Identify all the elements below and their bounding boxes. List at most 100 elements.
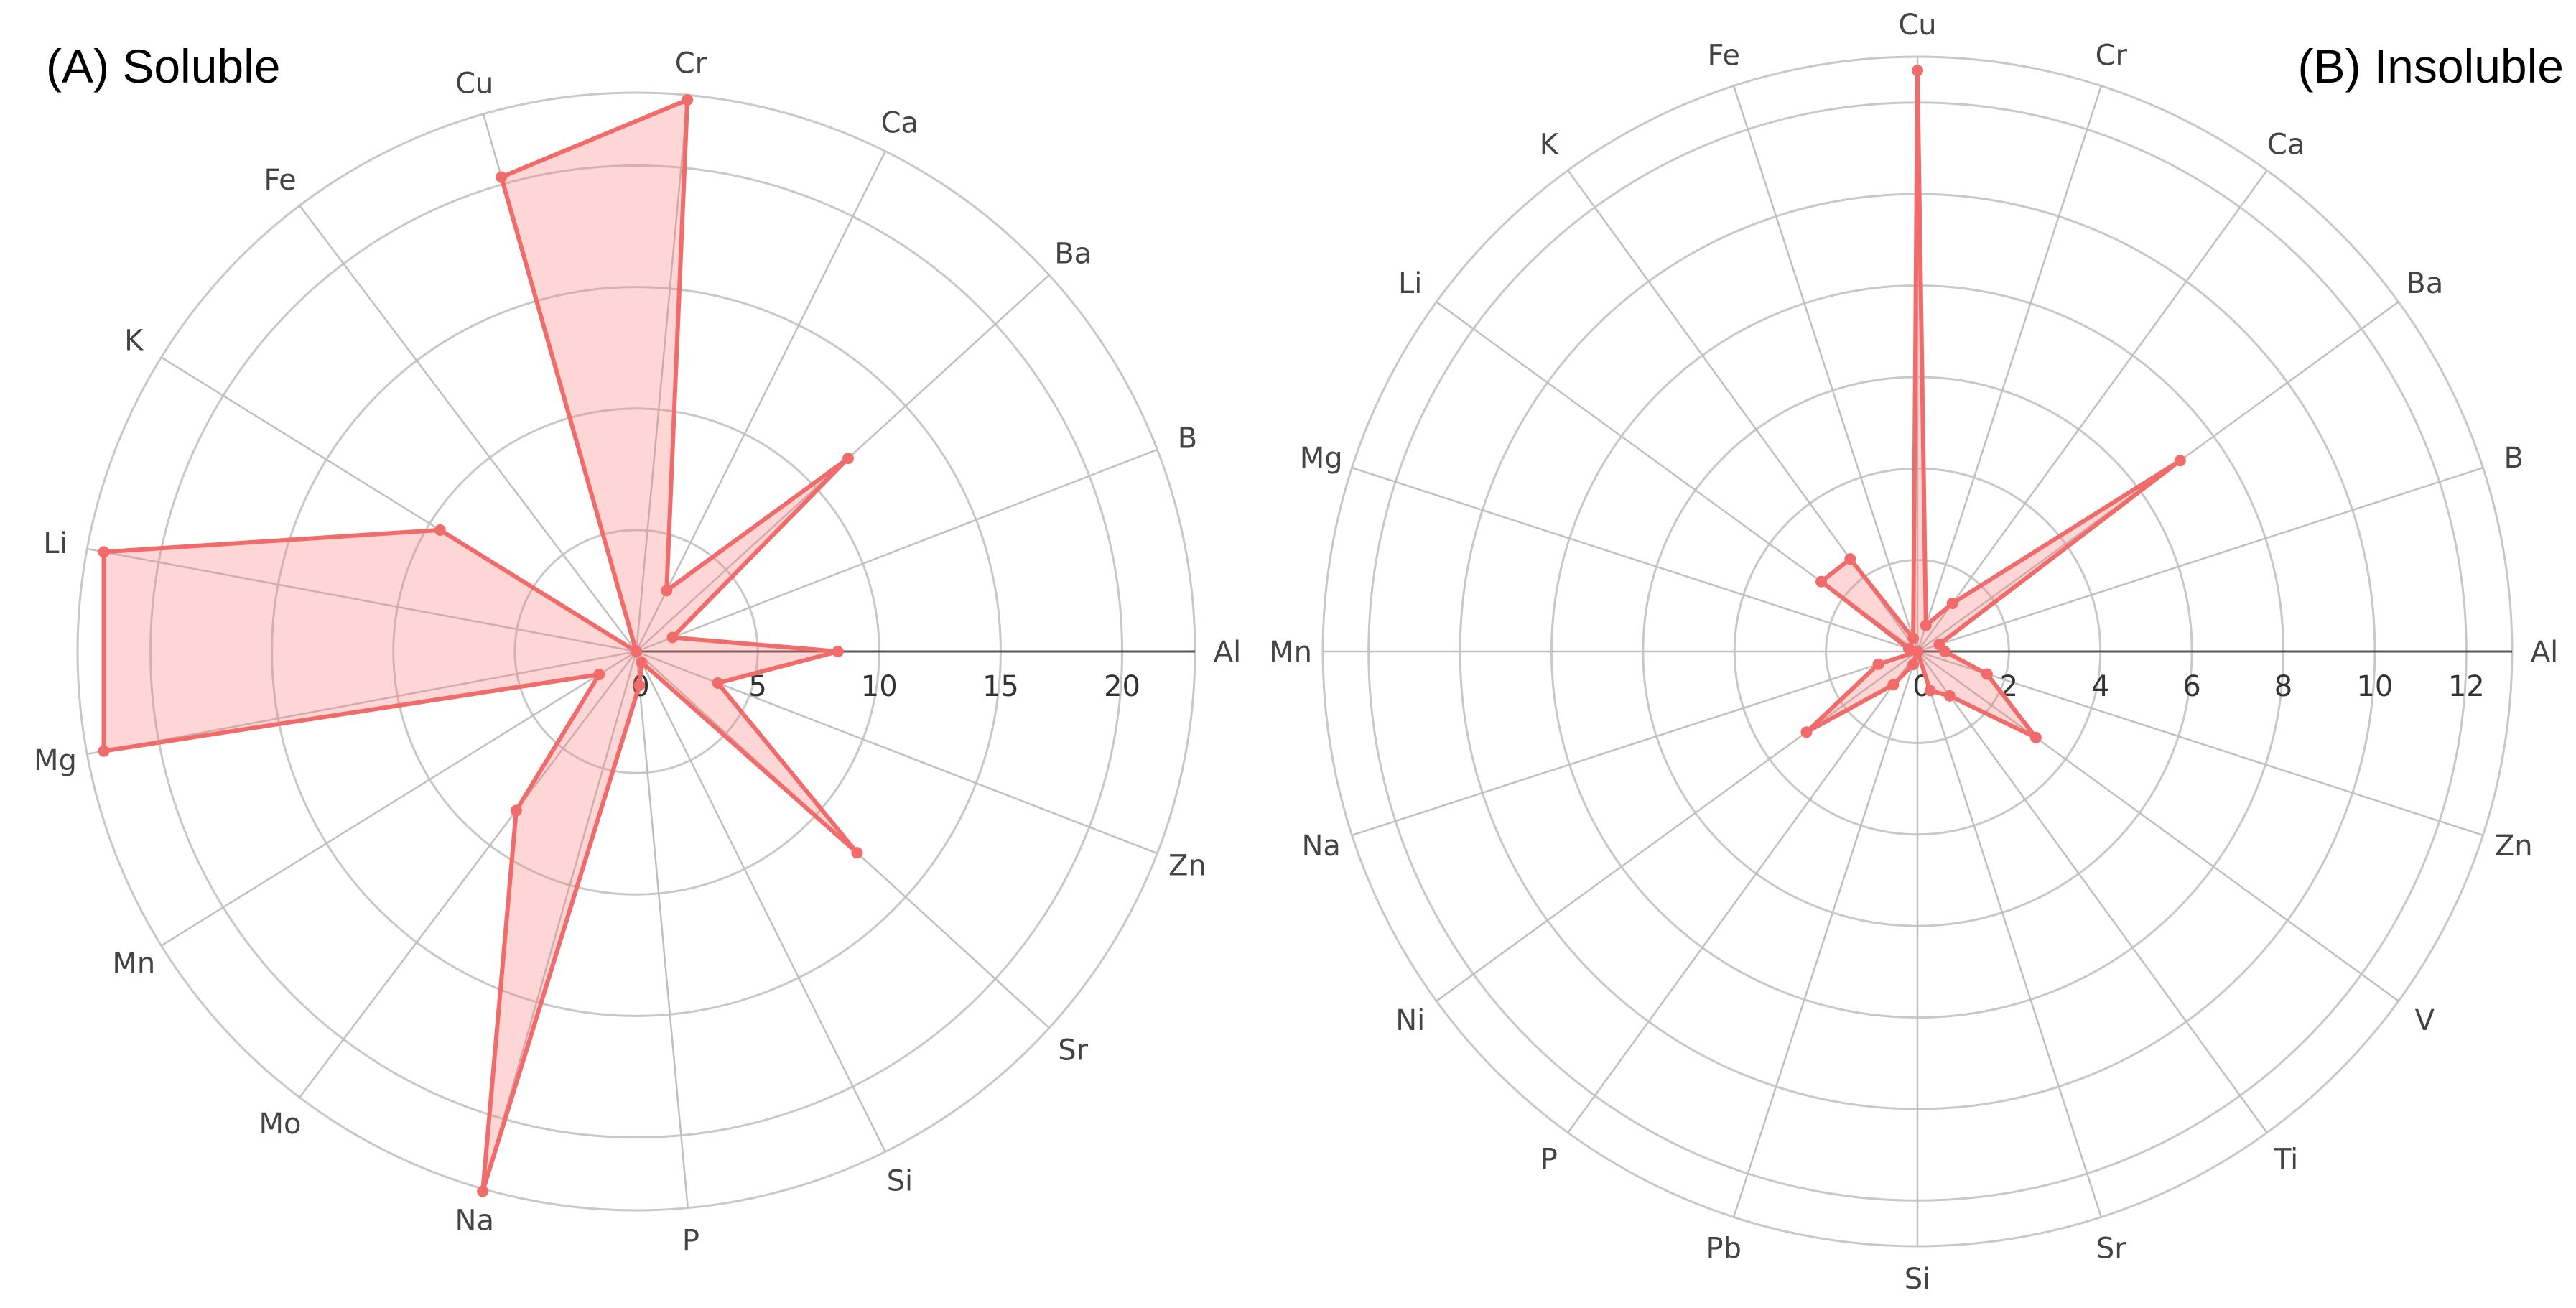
category-label-k: K: [124, 325, 144, 358]
spoke-na: [482, 651, 638, 1189]
spoke-b: [1917, 466, 2483, 653]
data-point-al: [832, 646, 844, 657]
chart-title: (A) Soluble: [46, 40, 281, 93]
data-point-na: [477, 1185, 489, 1197]
spoke-b: [636, 448, 1158, 653]
data-point-fe: [1907, 632, 1920, 644]
spoke-zn: [1917, 650, 2483, 837]
category-label-cr: Cr: [2096, 40, 2128, 73]
radial-tick-label: 6: [2182, 670, 2200, 703]
data-point-v: [2029, 731, 2042, 743]
spoke-mn: [160, 650, 637, 947]
category-label-mn: Mn: [1269, 636, 1312, 669]
category-label-li: Li: [43, 527, 67, 560]
spoke-mg: [1352, 466, 1918, 653]
data-point-sr: [851, 847, 863, 859]
category-label-mn: Mn: [112, 947, 155, 980]
spoke-pb: [1732, 651, 1919, 1217]
category-label-na: Na: [455, 1205, 494, 1238]
category-label-al: Al: [1214, 636, 1241, 669]
data-point-ni: [1800, 726, 1813, 738]
data-point-cu: [496, 171, 508, 183]
category-label-v: V: [2415, 1004, 2435, 1037]
data-area: [101, 98, 860, 1194]
category-label-k: K: [1540, 129, 1560, 162]
spoke-ni: [1436, 650, 1918, 1002]
radial-tick-label: 10: [2356, 670, 2393, 703]
category-label-ca: Ca: [881, 106, 919, 139]
data-point-ca: [661, 585, 673, 597]
category-label-ba: Ba: [1054, 238, 1092, 271]
spoke-cr: [635, 95, 689, 652]
category-label-ca: Ca: [2267, 129, 2305, 162]
data-point-na: [1872, 658, 1884, 670]
category-label-mg: Mg: [1300, 442, 1343, 475]
data-point-zn: [712, 677, 724, 689]
data-point-li: [98, 546, 110, 558]
data-point-cu: [1912, 65, 1923, 77]
category-label-sr: Sr: [2096, 1232, 2126, 1265]
spoke-li: [87, 547, 637, 653]
category-label-fe: Fe: [264, 164, 296, 197]
category-label-mg: Mg: [34, 744, 77, 777]
category-label-si: Si: [1905, 1263, 1931, 1296]
spoke-mo: [299, 651, 637, 1098]
category-label-li: Li: [1398, 267, 1422, 300]
spoke-p: [635, 651, 689, 1208]
radial-tick-label: 15: [982, 670, 1019, 703]
category-label-zn: Zn: [1168, 849, 1206, 882]
data-point-b: [666, 631, 679, 644]
data-point-k: [434, 524, 446, 536]
category-label-b: B: [2504, 442, 2524, 475]
spoke-si: [635, 651, 886, 1152]
data-point-mg: [98, 745, 110, 757]
category-label-mo: Mo: [259, 1108, 302, 1141]
category-label-cu: Cu: [1898, 9, 1936, 42]
spoke-v: [1917, 650, 2399, 1002]
data-point-b: [1933, 639, 1945, 651]
data-point-ba: [2174, 455, 2186, 467]
category-label-p: P: [682, 1224, 699, 1257]
spoke-ti: [1916, 651, 2268, 1133]
category-label-cr: Cr: [675, 47, 707, 80]
spoke-fe: [299, 205, 637, 652]
category-label-ni: Ni: [1395, 1004, 1425, 1037]
data-point-ca: [1946, 598, 1958, 610]
category-label-ba: Ba: [2406, 267, 2443, 300]
spoke-mg: [87, 650, 637, 756]
spoke-ca: [635, 151, 886, 652]
data-point-p: [633, 679, 646, 692]
data-point-mn: [593, 669, 605, 681]
data-point-zn: [1981, 668, 1993, 680]
data-point-si: [636, 657, 648, 669]
spoke-na: [1352, 650, 1918, 837]
category-label-zn: Zn: [2495, 830, 2533, 863]
spoke-ca: [1916, 170, 2268, 652]
data-point-ti: [1943, 690, 1956, 702]
data-point-mg: [1902, 643, 1915, 655]
category-label-sr: Sr: [1058, 1034, 1088, 1067]
category-label-b: B: [1178, 422, 1197, 455]
radial-tick-label: 20: [1104, 670, 1140, 703]
category-label-cu: Cu: [455, 67, 493, 100]
data-area: [1804, 68, 2182, 740]
category-label-p: P: [1540, 1143, 1558, 1176]
data-point-ba: [842, 453, 854, 465]
category-label-ti: Ti: [2273, 1143, 2298, 1176]
category-label-si: Si: [887, 1165, 913, 1198]
radial-tick-label: 4: [2091, 670, 2109, 703]
spoke-cr: [1916, 85, 2103, 652]
data-point-si: [1912, 646, 1923, 657]
radial-tick-label: 8: [2274, 670, 2292, 703]
data-point-sr: [1924, 685, 1936, 697]
soluble-radar-chart: AlBBaCaCrCuFeKLiMgMnMoNaPSiSrZn05101520(…: [34, 40, 1241, 1257]
radial-tick-label: 12: [2448, 670, 2485, 703]
data-point-cr: [682, 94, 694, 106]
data-point-p: [1887, 679, 1900, 691]
data-point-mo: [510, 804, 522, 817]
spoke-fe: [1732, 85, 1919, 652]
chart-title: (B) Insoluble: [2297, 40, 2564, 93]
category-label-al: Al: [2531, 636, 2558, 669]
